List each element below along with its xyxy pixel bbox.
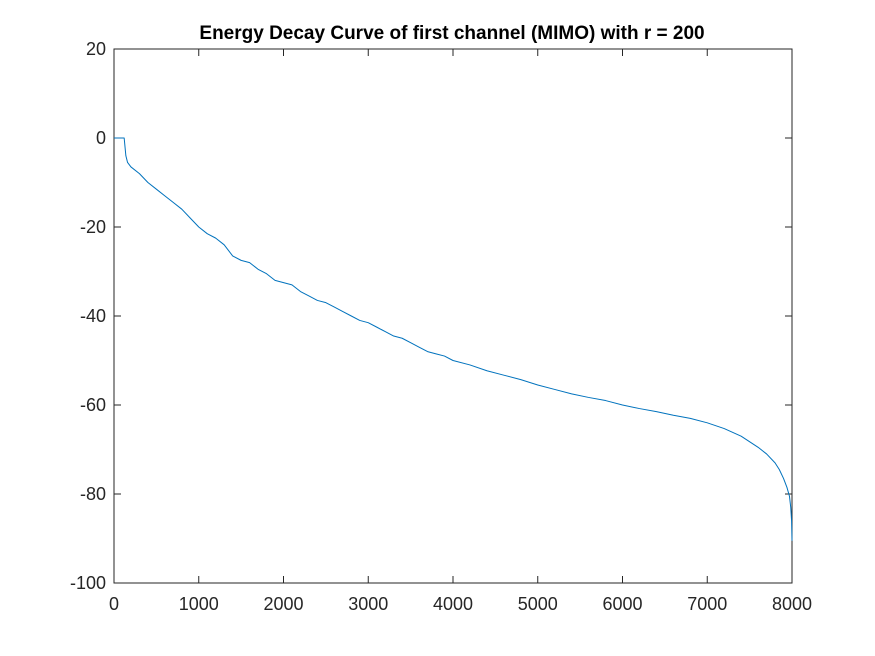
x-tick-label: 3000 [348,594,388,614]
x-tick-label: 7000 [687,594,727,614]
chart-title: Energy Decay Curve of first channel (MIM… [199,23,704,44]
y-tick-label: -40 [80,306,106,326]
y-tick-label: 20 [86,39,106,59]
plot-area: 0 1000 2000 3000 4000 5000 6000 7000 8000 -100 -80… [70,39,812,614]
y-tick-label: -60 [80,395,106,415]
x-tick-label: 6000 [602,594,642,614]
x-tick-label: 1000 [179,594,219,614]
x-tick-label: 4000 [433,594,473,614]
x-tick-label: 0 [109,594,119,614]
y-tick-label: -80 [80,484,106,504]
x-tick-label: 2000 [263,594,303,614]
y-tick-label: -20 [80,217,106,237]
y-tick-label: 0 [96,128,106,148]
y-tick-label: -100 [70,573,106,593]
series-line [114,137,793,541]
x-tick-label: 8000 [772,594,812,614]
x-tick-label: 5000 [518,594,558,614]
